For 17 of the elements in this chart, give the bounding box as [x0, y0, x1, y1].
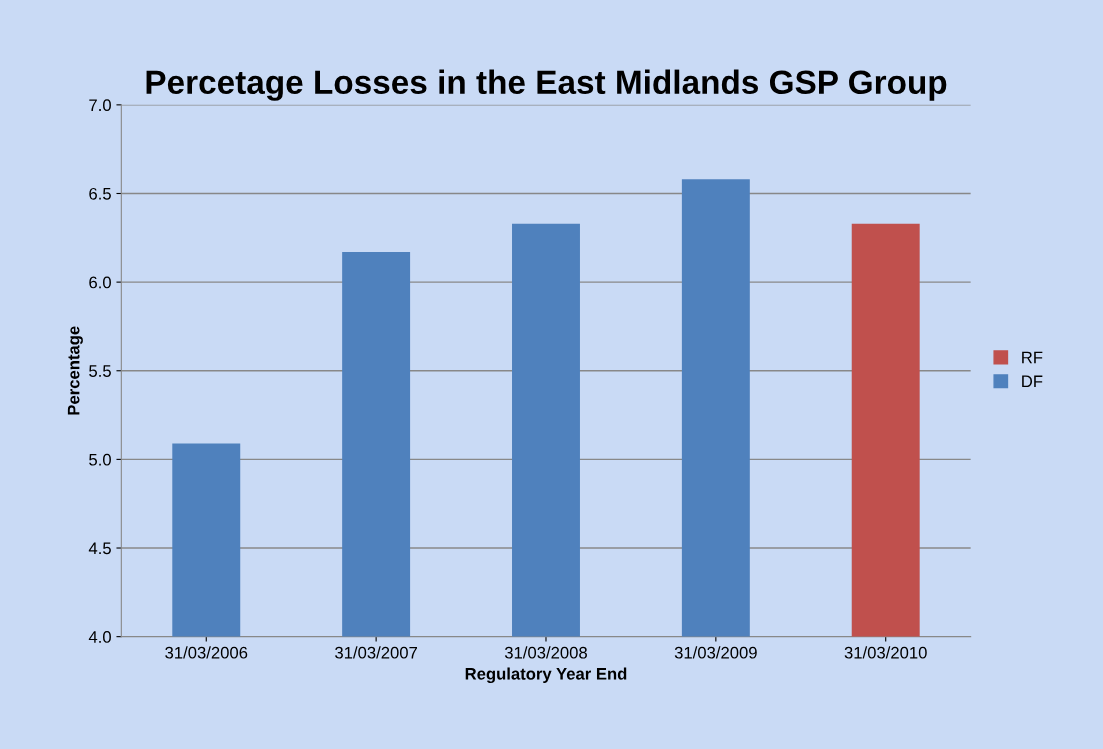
- x-tick-label: 31/03/2009: [674, 646, 757, 659]
- y-tick-label: 4.0: [88, 631, 111, 643]
- y-tick-label: 6.5: [89, 187, 111, 200]
- y-axis-title: Percentage: [67, 326, 83, 415]
- x-tick-label: 31/03/2007: [335, 646, 417, 659]
- x-tick-label: 31/03/2010: [844, 646, 927, 659]
- x-tick-label: 31/03/2006: [165, 646, 248, 659]
- y-tick-label: 6.0: [89, 276, 111, 289]
- y-tick-label: 5.0: [89, 453, 111, 466]
- chart-title: Percetage Losses in the East Midlands GSP Group: [146, 69, 947, 101]
- x-axis-title: Regulatory Year End: [465, 667, 627, 684]
- y-tick-label: 7.0: [89, 99, 111, 112]
- y-tick-label: 4.5: [88, 542, 111, 555]
- y-tick-label: 5.5: [89, 365, 111, 377]
- legend-label: DF: [1022, 375, 1043, 388]
- x-tick-label: 31/03/2008: [504, 646, 587, 659]
- legend-label: RF: [1022, 351, 1043, 364]
